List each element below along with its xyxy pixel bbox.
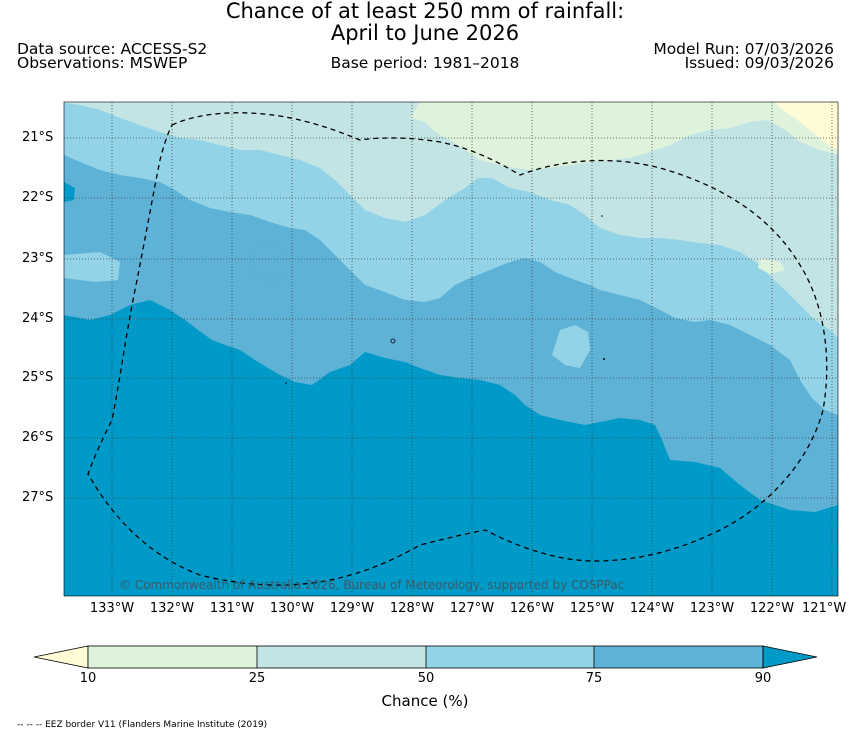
lon-label: 127°W: [449, 601, 495, 616]
data-source-label: Data source: ACCESS-S2: [17, 40, 208, 58]
lon-label: 132°W: [149, 601, 195, 616]
eez-border: [87, 112, 828, 586]
pocket-high-2: [64, 182, 75, 202]
zone-10-25-islet: [758, 258, 785, 274]
colorbar-tick: 90: [754, 671, 772, 686]
eez-legend-note: -- -- -- EEZ border V11 (Flanders Marine…: [17, 720, 268, 730]
lon-label: 123°W: [689, 601, 735, 616]
colorbar-tick: 75: [585, 671, 603, 686]
issued-label: Issued: 09/03/2026: [684, 54, 834, 72]
colorbar: [33, 645, 818, 669]
colorbar-tick: 50: [417, 671, 435, 686]
zone-under-10: [775, 102, 838, 150]
copyright-notice: © Commonwealth of Australia 2026, Bureau…: [119, 578, 625, 592]
colorbar-bin-50-75: [426, 646, 594, 668]
lon-label: 121°W: [802, 601, 847, 616]
lon-label: 128°W: [389, 601, 435, 616]
colorbar-bin-10-25: [88, 646, 257, 668]
colorbar-bin-25-50: [257, 646, 426, 668]
colorbar-tick: 10: [79, 671, 97, 686]
lat-label: 22°S: [22, 190, 54, 205]
lon-label: 126°W: [509, 601, 555, 616]
zone-25-50: [64, 102, 838, 338]
atoll-marker: [390, 338, 396, 344]
map-title-line1: Chance of at least 250 mm of rainfall:: [225, 0, 625, 23]
pocket-high-1: [248, 244, 292, 282]
pocket-light-1: [552, 325, 590, 368]
atoll-marker: [603, 358, 605, 360]
observations-label: Observations: MSWEP: [17, 54, 188, 72]
map-title-line2: April to June 2026: [330, 21, 520, 45]
base-period-label: Base period: 1981–2018: [330, 54, 520, 72]
lat-label: 26°S: [22, 430, 54, 445]
atoll-marker: [285, 382, 287, 384]
colorbar-label: Chance (%): [381, 692, 469, 710]
lon-label: 122°W: [749, 601, 795, 616]
lat-label: 24°S: [22, 311, 54, 326]
zone-50-75-west: [64, 252, 120, 282]
lon-label: 124°W: [629, 601, 675, 616]
zone-10-25: [410, 102, 838, 170]
lat-label: 21°S: [22, 130, 54, 145]
lon-label: 129°W: [329, 601, 375, 616]
lon-label: 130°W: [269, 601, 315, 616]
lon-label: 125°W: [569, 601, 615, 616]
atoll-marker: [601, 215, 603, 217]
colorbar-min-arrow: [33, 645, 89, 669]
lon-label: 131°W: [209, 601, 255, 616]
colorbar-tick: 25: [248, 671, 266, 686]
model-run-label: Model Run: 07/03/2026: [653, 40, 834, 58]
lat-label: 27°S: [22, 490, 54, 505]
lon-label: 133°W: [89, 601, 135, 616]
colorbar-bin-75-90: [594, 646, 763, 668]
colorbar-max-arrow: [762, 645, 818, 669]
longitude-gridlines: [111, 102, 833, 596]
latitude-gridlines: [64, 137, 838, 499]
lat-label: 25°S: [22, 370, 54, 385]
lat-label: 23°S: [22, 251, 54, 266]
